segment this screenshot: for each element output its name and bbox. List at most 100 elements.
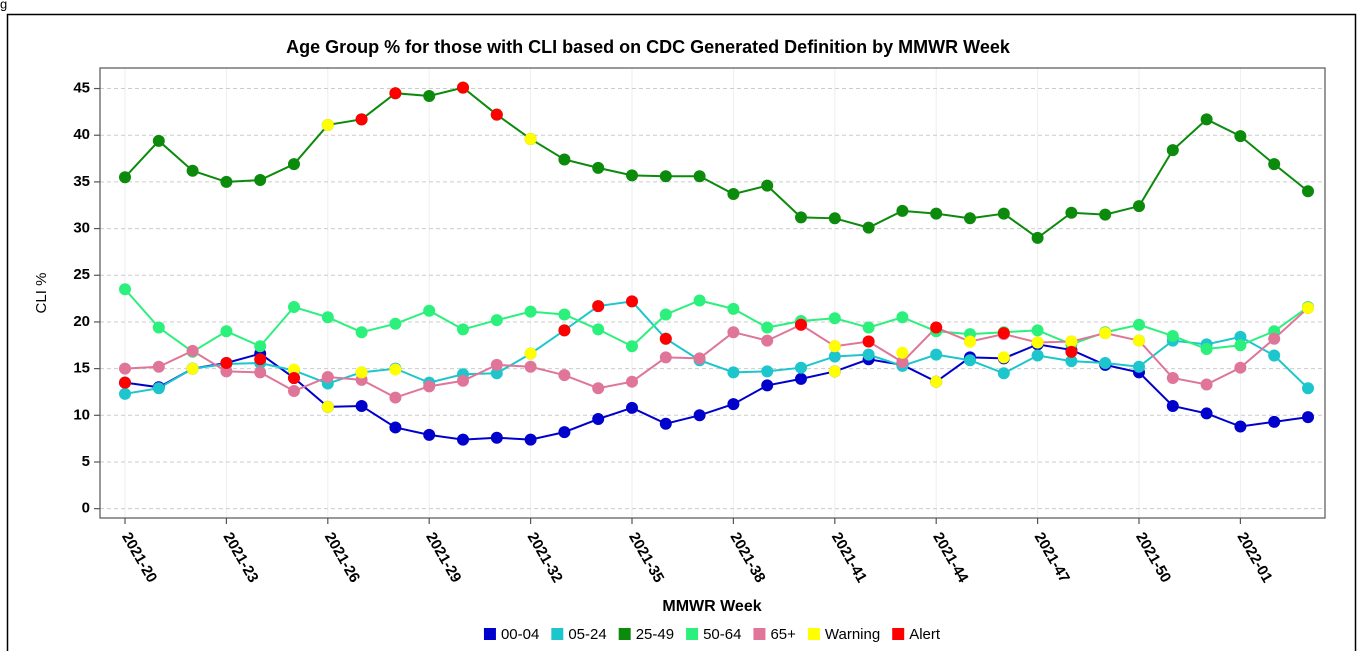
data-point (254, 366, 267, 379)
data-point (1133, 318, 1145, 331)
data-point (1065, 206, 1078, 219)
data-point (355, 399, 368, 412)
y-tick-label: 35 (73, 173, 90, 190)
data-point (1031, 324, 1044, 337)
x-tick-label: 2022-01 (1233, 529, 1275, 585)
legend-label: 05-24 (568, 626, 606, 643)
flag-marker (1031, 336, 1044, 349)
flag-marker (862, 335, 875, 348)
data-point (828, 350, 841, 363)
data-point (1099, 208, 1112, 221)
flag-marker (896, 346, 909, 359)
data-point (254, 340, 267, 353)
data-point (321, 311, 334, 324)
x-tick-label: 2021-23 (219, 529, 261, 585)
x-tick-label: 2021-29 (422, 529, 464, 585)
x-tick-label: 2021-50 (1132, 529, 1174, 585)
data-point (930, 348, 943, 361)
x-tick-label: 2021-20 (118, 529, 160, 585)
data-point (693, 409, 706, 422)
legend-item: Warning (807, 626, 880, 643)
data-point (1031, 349, 1044, 362)
flag-marker (592, 300, 605, 313)
legend-swatch (753, 628, 766, 640)
data-point (761, 321, 774, 334)
x-tick-label: 2021-32 (524, 529, 566, 585)
data-point (659, 351, 672, 364)
flag-marker (254, 353, 267, 366)
flag-marker (1133, 334, 1145, 347)
frame (6, 13, 1357, 651)
data-point (896, 311, 909, 324)
data-point (659, 417, 672, 430)
legend-swatch (686, 628, 699, 640)
series-line (124, 343, 1309, 441)
data-point (152, 321, 165, 334)
data-point (828, 212, 841, 225)
flag-marker (119, 376, 131, 389)
y-tick-label: 10 (73, 406, 90, 423)
data-point (693, 352, 706, 365)
y-tick-label: 0 (82, 500, 90, 517)
data-point (592, 323, 605, 336)
data-point (1166, 144, 1179, 157)
legend-item: 05-24 (551, 626, 607, 643)
legend-item: Alert (892, 626, 941, 643)
flag-marker (355, 113, 368, 126)
data-point (727, 326, 740, 339)
data-point (727, 398, 740, 411)
flag-marker (490, 108, 503, 121)
data-point (220, 325, 233, 338)
data-point (220, 175, 233, 188)
data-point (1234, 330, 1247, 343)
legend-item: 65+ (753, 626, 796, 643)
data-point (288, 301, 300, 314)
data-point (1234, 420, 1247, 433)
data-point (524, 433, 537, 446)
data-point (288, 385, 300, 398)
chart-title: Age Group % for those with CLI based on … (286, 37, 1011, 57)
data-point (1234, 361, 1247, 374)
data-point (828, 312, 841, 325)
x-tick-label: 2021-26 (321, 529, 363, 585)
legend-item: 00-04 (483, 626, 539, 643)
flag-marker (389, 87, 402, 100)
flag-marker (1065, 345, 1078, 358)
data-point (1302, 185, 1314, 198)
flag-marker (795, 318, 807, 331)
data-point (254, 174, 267, 187)
data-point (1166, 371, 1179, 384)
x-tick-label: 2021-35 (625, 529, 667, 585)
legend-swatch (551, 628, 564, 640)
data-point (1268, 349, 1281, 362)
data-point (1200, 113, 1213, 126)
data-point (761, 179, 774, 192)
flag-marker (355, 366, 368, 379)
data-point (1200, 343, 1213, 356)
data-point (795, 361, 807, 374)
flag-marker (524, 132, 537, 145)
flag-marker (220, 357, 233, 370)
data-point (1234, 130, 1247, 143)
data-point (592, 161, 605, 174)
data-point (423, 428, 436, 441)
data-point (558, 369, 571, 382)
data-point (1268, 158, 1281, 171)
data-point (761, 334, 774, 347)
data-point (592, 413, 605, 426)
data-point (490, 367, 503, 380)
data-point (1268, 415, 1281, 428)
data-point (558, 153, 571, 166)
data-point (423, 304, 436, 317)
data-point (795, 372, 807, 385)
y-tick-label: 40 (73, 126, 90, 143)
data-point (626, 169, 638, 182)
data-point (1133, 200, 1145, 213)
flag-marker (828, 365, 841, 378)
data-point (389, 421, 402, 434)
data-point (997, 367, 1010, 380)
data-point (626, 340, 638, 353)
corner-text: g (0, 0, 7, 11)
data-point (761, 379, 774, 392)
